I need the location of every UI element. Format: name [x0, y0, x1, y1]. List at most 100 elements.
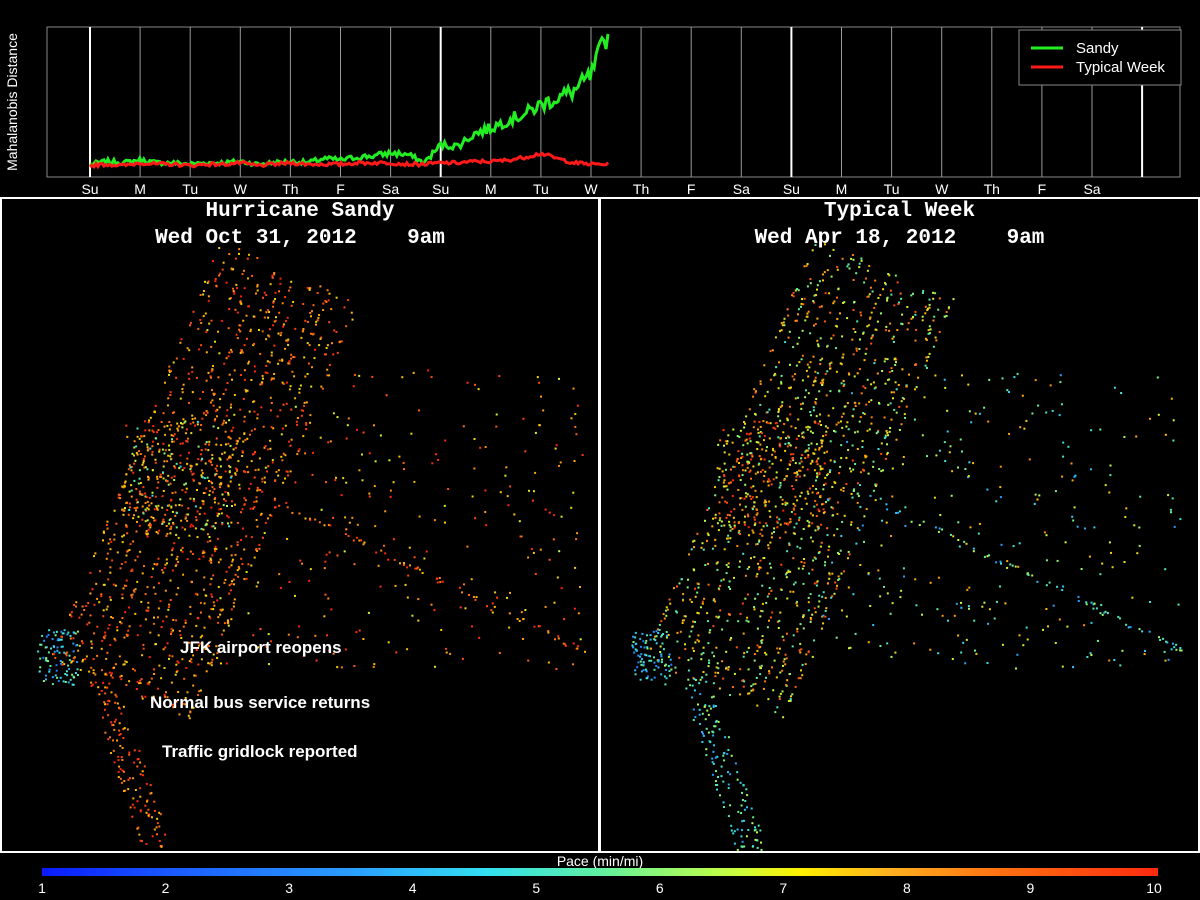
- map-point: [208, 443, 211, 446]
- map-point: [228, 351, 231, 354]
- map-point: [727, 666, 730, 669]
- map-point: [131, 815, 134, 818]
- map-point: [758, 539, 761, 542]
- map-point: [828, 471, 831, 474]
- map-point: [758, 521, 761, 524]
- map-point: [262, 377, 264, 380]
- map-point: [169, 527, 172, 530]
- map-point: [121, 781, 123, 784]
- map-point: [635, 649, 638, 652]
- map-point: [967, 475, 970, 478]
- map-point: [722, 780, 725, 783]
- map-point: [156, 822, 159, 825]
- map-point: [120, 678, 123, 681]
- map-point: [318, 521, 321, 524]
- map-point: [794, 495, 797, 498]
- map-point: [212, 392, 215, 395]
- map-point: [898, 429, 901, 431]
- map-point: [246, 389, 249, 392]
- map-point: [804, 497, 807, 500]
- map-point: [843, 383, 846, 386]
- map-point: [643, 646, 646, 649]
- map-point: [146, 609, 149, 612]
- map-point: [170, 506, 173, 509]
- map-point: [802, 582, 805, 585]
- map-point: [273, 373, 276, 375]
- map-point: [127, 468, 130, 471]
- map-point: [43, 639, 46, 642]
- map-point: [802, 303, 805, 306]
- map-point: [230, 545, 233, 548]
- map-point: [236, 521, 239, 524]
- map-point: [1009, 563, 1012, 566]
- map-point: [127, 513, 130, 516]
- map-point: [118, 722, 121, 725]
- map-point: [1059, 381, 1062, 384]
- map-point: [787, 700, 790, 702]
- map-point: [317, 316, 320, 319]
- map-point: [709, 707, 712, 710]
- map-point: [712, 750, 715, 753]
- map-point: [768, 619, 770, 622]
- map-point: [42, 680, 45, 682]
- map-point: [121, 769, 124, 772]
- map-point: [178, 504, 181, 506]
- map-point: [665, 669, 667, 671]
- map-point: [842, 380, 845, 383]
- map-point: [116, 629, 119, 632]
- map-point: [1090, 621, 1093, 624]
- map-point: [811, 540, 814, 543]
- map-point: [291, 511, 294, 514]
- map-point: [884, 435, 887, 438]
- map-point: [698, 713, 701, 716]
- map-point: [115, 718, 117, 721]
- map-point: [707, 562, 709, 565]
- map-point: [736, 848, 739, 851]
- map-point: [513, 513, 516, 516]
- map-point: [130, 594, 133, 597]
- map-point: [813, 452, 816, 455]
- map-point: [649, 638, 652, 641]
- map-point: [132, 471, 135, 474]
- map-point: [918, 524, 921, 526]
- map-point: [691, 696, 694, 699]
- map-point: [914, 578, 917, 581]
- map-point: [739, 497, 742, 500]
- map-point: [749, 440, 752, 443]
- map-point: [202, 315, 205, 318]
- map-point: [721, 660, 724, 663]
- map-point: [90, 681, 93, 684]
- map-point: [856, 430, 859, 433]
- map-point: [661, 642, 664, 645]
- map-point: [848, 553, 851, 556]
- map-point: [653, 668, 656, 671]
- map-point: [810, 414, 812, 417]
- map-point: [914, 310, 917, 313]
- map-point: [202, 528, 205, 531]
- map-point: [874, 499, 877, 502]
- map-point: [206, 540, 209, 543]
- map-point: [234, 573, 237, 576]
- map-point: [222, 504, 225, 507]
- map-point: [786, 445, 789, 448]
- map-point: [953, 614, 956, 617]
- map-point: [168, 370, 171, 373]
- map-point: [301, 562, 303, 565]
- map-point: [85, 605, 88, 607]
- map-point: [656, 628, 659, 631]
- map-point: [572, 491, 575, 494]
- map-point: [928, 306, 931, 309]
- map-point: [717, 529, 720, 532]
- map-point: [864, 352, 867, 355]
- map-point: [149, 416, 152, 419]
- map-point: [801, 567, 804, 570]
- map-point: [136, 435, 139, 438]
- map-point: [1066, 625, 1069, 628]
- map-point: [764, 680, 766, 683]
- map-point: [125, 554, 128, 557]
- map-point: [336, 554, 339, 557]
- map-point: [211, 389, 213, 392]
- map-point: [191, 418, 194, 420]
- map-point: [184, 528, 186, 531]
- map-point: [902, 567, 905, 570]
